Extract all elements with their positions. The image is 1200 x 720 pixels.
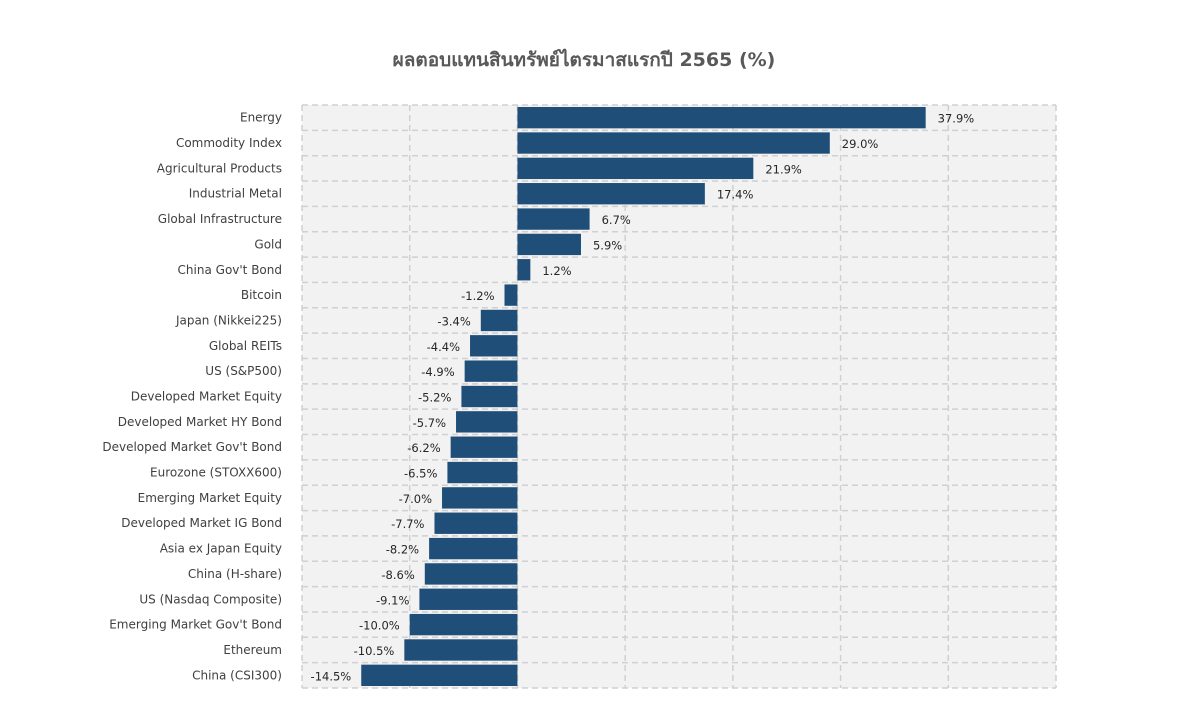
data-label: 1.2% <box>542 264 571 278</box>
bar <box>504 284 518 306</box>
data-label: 17.4% <box>717 188 754 202</box>
category-label: Commodity Index <box>176 136 282 150</box>
data-label: -4.4% <box>427 340 460 354</box>
category-label: Emerging Market Gov't Bond <box>109 618 282 632</box>
data-label: 37.9% <box>938 112 975 126</box>
category-label: Asia ex Japan Equity <box>160 542 282 556</box>
bar <box>404 639 518 661</box>
bar <box>517 259 531 281</box>
bar <box>517 208 590 230</box>
data-label: -9.1% <box>376 593 409 607</box>
category-label: Bitcoin <box>241 288 282 302</box>
data-label: -7.7% <box>391 517 424 531</box>
data-label: 6.7% <box>602 213 631 227</box>
category-label: Industrial Metal <box>189 187 282 201</box>
data-label: -3.4% <box>437 314 470 328</box>
data-label: -5.7% <box>413 416 446 430</box>
data-label: -7.0% <box>399 492 432 506</box>
data-label: -4.9% <box>421 365 454 379</box>
data-label: -6.2% <box>407 441 440 455</box>
category-label: Developed Market Equity <box>131 390 282 404</box>
data-label: -5.2% <box>418 391 451 405</box>
category-label: US (S&P500) <box>205 364 282 378</box>
bar <box>447 461 518 484</box>
category-label: Agricultural Products <box>157 161 282 175</box>
category-label: US (Nasdaq Composite) <box>139 592 282 606</box>
bar <box>450 436 518 458</box>
category-label: Global REITs <box>209 339 282 353</box>
bar <box>517 107 926 129</box>
category-label: Developed Market IG Bond <box>121 516 282 530</box>
data-label: -1.2% <box>461 289 494 303</box>
bar <box>456 411 518 433</box>
data-label: 5.9% <box>593 238 622 252</box>
data-label: -8.2% <box>386 543 419 557</box>
category-label: China Gov't Bond <box>178 263 282 277</box>
data-label: 21.9% <box>765 162 802 176</box>
chart-title: ผลตอบแทนสินทรัพย์ไตรมาสแรกปี 2565 (%) <box>393 48 776 71</box>
category-label: Eurozone (STOXX600) <box>150 466 282 480</box>
bar <box>464 360 518 382</box>
data-label: -6.5% <box>404 467 437 481</box>
bar <box>480 309 518 332</box>
category-label: Gold <box>254 237 282 251</box>
category-label: Developed Market Gov't Bond <box>102 440 282 454</box>
category-label: Japan (Nikkei225) <box>175 313 282 327</box>
category-label: Developed Market HY Bond <box>118 415 282 429</box>
category-label: Global Infrastructure <box>158 212 282 226</box>
bar <box>424 563 518 585</box>
data-label: 29.0% <box>842 137 879 151</box>
category-label: China (CSI300) <box>192 668 282 682</box>
category-label: Emerging Market Equity <box>138 491 282 505</box>
data-label: -8.6% <box>381 568 414 582</box>
bar <box>517 157 754 180</box>
bar <box>429 537 518 560</box>
bar <box>434 512 518 534</box>
bar <box>442 487 518 509</box>
bar <box>470 335 518 357</box>
data-label: -10.0% <box>359 619 400 633</box>
category-label: Ethereum <box>223 643 282 657</box>
data-label: -10.5% <box>354 644 395 658</box>
bar <box>361 664 518 686</box>
bar <box>409 613 518 636</box>
bar <box>517 233 581 256</box>
bar <box>419 588 518 610</box>
bar <box>517 132 830 154</box>
bar <box>517 183 705 205</box>
category-label: Energy <box>240 111 282 125</box>
bar <box>461 385 518 408</box>
data-label: -14.5% <box>311 669 352 683</box>
category-label: China (H-share) <box>188 567 282 581</box>
